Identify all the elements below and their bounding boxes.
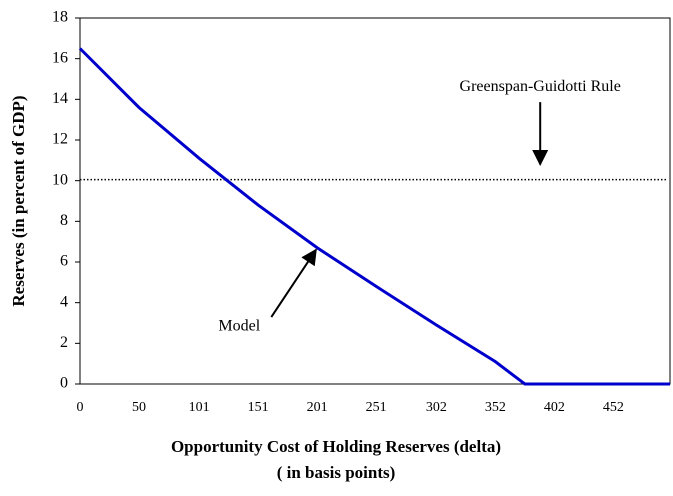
x-axis-title: Opportunity Cost of Holding Reserves (de… xyxy=(171,437,501,456)
x-tick-label: 452 xyxy=(603,400,624,415)
y-tick-label: 14 xyxy=(52,90,68,107)
y-tick-label: 10 xyxy=(52,171,68,188)
x-tick-label: 402 xyxy=(544,400,565,415)
y-tick-label: 18 xyxy=(52,9,68,26)
annotation: Greenspan-Guidotti Rule xyxy=(460,78,621,95)
y-tick-label: 16 xyxy=(52,49,68,66)
x-tick-label: 201 xyxy=(307,400,328,415)
y-tick-label: 4 xyxy=(60,293,68,310)
y-tick-label: 0 xyxy=(60,375,68,392)
y-axis-title: Reserves (in percent of GDP) xyxy=(9,95,28,306)
x-tick-label: 0 xyxy=(77,400,84,415)
model-line xyxy=(78,47,670,386)
y-tick-label: 6 xyxy=(60,253,68,270)
annotation: Model xyxy=(218,318,260,335)
y-tick-label: 12 xyxy=(52,131,68,148)
x-tick-label: 50 xyxy=(132,400,146,415)
x-tick-label: 101 xyxy=(189,400,210,415)
annotation-arrow xyxy=(270,248,317,318)
x-tick-label: 251 xyxy=(366,400,387,415)
x-tick-label: 151 xyxy=(248,400,269,415)
x-tick-label: 352 xyxy=(485,400,506,415)
x-axis-title: ( in basis points) xyxy=(277,463,396,482)
x-tick-label: 302 xyxy=(426,400,447,415)
y-tick-label: 2 xyxy=(60,334,68,351)
plot-frame xyxy=(79,17,671,385)
y-tick-label: 8 xyxy=(60,212,68,229)
